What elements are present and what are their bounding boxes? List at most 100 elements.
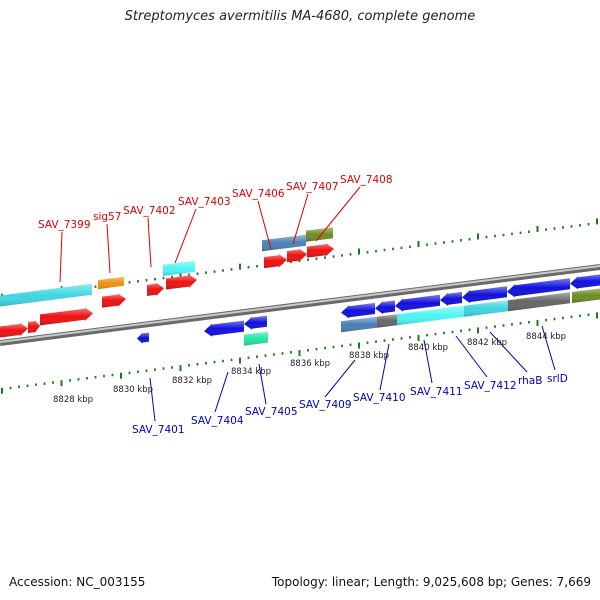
gene-arrow-sav-7406-shading — [264, 254, 287, 269]
gene-arrow-forward-shading — [40, 307, 93, 326]
feature-cyan-left — [0, 283, 92, 307]
gene-label-sav-7411[interactable]: SAV_7411 — [410, 386, 463, 398]
gene-arrow-sav-7412-shading — [462, 286, 507, 303]
scale-label: 8840 kbp — [408, 343, 448, 353]
feature-gray-reverse-2 — [508, 292, 570, 312]
feature-gray-reverse — [377, 314, 397, 328]
gene-arrow-sig57 — [102, 293, 126, 308]
feature-orange-sig57 — [98, 276, 124, 290]
label-leader-line — [147, 217, 152, 268]
label-leader-line — [59, 231, 63, 283]
gene-label-sav-7399[interactable]: SAV_7399 — [38, 219, 91, 231]
feature-cyan-reverse-2 — [464, 300, 508, 317]
gene-label-sav-7403[interactable]: SAV_7403 — [178, 196, 231, 208]
label-leader-line — [214, 371, 229, 413]
feature-olive-reverse — [572, 288, 600, 303]
gene-arrow-reverse-shading — [395, 294, 440, 312]
gene-arrow-reverse — [244, 315, 267, 330]
label-leader-line — [257, 200, 272, 250]
feature-steelblue-reverse — [341, 316, 377, 333]
feature-cyan-reverse-2-shading — [464, 300, 508, 317]
gene-features — [0, 227, 600, 346]
gene-arrow-sav-7411 — [440, 292, 462, 306]
scale-label: 8842 kbp — [467, 338, 507, 348]
gene-label-sav-7404[interactable]: SAV_7404 — [191, 415, 244, 427]
feature-steelblue-reverse-shading — [341, 316, 377, 333]
gene-label-srld[interactable]: srlD — [547, 373, 568, 385]
gene-arrow-sav-7408 — [307, 243, 334, 258]
feature-cyan-reverse — [397, 305, 464, 326]
gene-arrow-sav-7407 — [287, 248, 307, 263]
label-leader-line — [379, 343, 390, 391]
gene-arrow-forward — [0, 323, 28, 338]
scale-label: 8836 kbp — [290, 359, 330, 369]
feature-steelblue-sav-7406-shading — [262, 234, 306, 252]
scale-labels: 8828 kbp 8830 kbp 8832 kbp 8834 kbp 8836… — [53, 332, 566, 405]
gene-arrow-forward — [40, 307, 93, 326]
genome-title: Streptomyces avermitilis MA-4680, comple… — [124, 9, 476, 24]
label-leader-lines — [59, 186, 556, 422]
gene-arrow-sav-7411-shading — [440, 292, 462, 306]
gene-arrow-forward-shading — [28, 320, 40, 334]
label-leader-line — [174, 208, 197, 264]
gene-arrow-reverse-shading — [244, 315, 267, 330]
feature-steelblue-sav-7406 — [262, 234, 306, 252]
gene-arrow-sav-7407-shading — [287, 248, 307, 263]
gene-arrow-srld-shading — [570, 274, 600, 290]
feature-orange-sig57-shading — [98, 276, 124, 290]
genome-stats-label: Topology: linear; Length: 9,025,608 bp; … — [271, 575, 591, 589]
gene-label-sav-7408[interactable]: SAV_7408 — [340, 174, 393, 186]
gene-arrow-forward — [28, 320, 40, 334]
gene-arrow-sav-7410-shading — [375, 300, 395, 314]
lower-tick-row — [1, 312, 598, 394]
gene-arrow-sav-7409-shading — [341, 303, 375, 319]
gene-arrow-reverse — [395, 294, 440, 312]
reverse-gene-labels: SAV_7401 SAV_7404 SAV_7405 SAV_7409 SAV_… — [132, 373, 568, 436]
gene-arrow-forward-shading — [0, 323, 28, 338]
label-leader-line — [292, 193, 309, 245]
gene-arrow-sav-7408-shading — [307, 243, 334, 258]
gene-arrow-sav-7404 — [204, 320, 244, 337]
scale-label: 8828 kbp — [53, 395, 93, 405]
feature-gray-reverse-2-shading — [508, 292, 570, 312]
accession-label: Accession: NC_003155 — [9, 575, 146, 589]
gene-arrow-rhab — [507, 278, 570, 298]
gene-label-sav-7410[interactable]: SAV_7410 — [353, 392, 406, 404]
label-leader-line — [106, 223, 111, 274]
feature-cyan-sav-7403 — [163, 260, 195, 276]
feature-olive-sav-7407-shading — [306, 227, 333, 242]
label-leader-line — [541, 325, 556, 371]
label-leader-line — [489, 331, 528, 373]
gene-label-sav-7405[interactable]: SAV_7405 — [245, 406, 298, 418]
gene-label-sav-7407[interactable]: SAV_7407 — [286, 181, 339, 193]
feature-cyan-sav-7403-shading — [163, 260, 195, 276]
feature-mint-sav-7405 — [244, 331, 268, 346]
gene-label-sav-7402[interactable]: SAV_7402 — [123, 205, 176, 217]
gene-label-sav-7401[interactable]: SAV_7401 — [132, 424, 185, 436]
feature-olive-reverse-shading — [572, 288, 600, 303]
scale-label: 8830 kbp — [113, 385, 153, 395]
feature-mint-sav-7405-shading — [244, 331, 268, 346]
scale-label: 8844 kbp — [526, 332, 566, 342]
feature-cyan-left-shading — [0, 283, 92, 307]
feature-olive-sav-7407 — [306, 227, 333, 242]
scale-label: 8832 kbp — [172, 376, 212, 386]
gene-arrow-srld — [570, 274, 600, 290]
gene-label-sav-7406[interactable]: SAV_7406 — [232, 188, 285, 200]
label-leader-line — [315, 186, 361, 242]
gene-arrow-sav-7412 — [462, 286, 507, 303]
feature-gray-reverse-shading — [377, 314, 397, 328]
gene-arrow-sav-7401 — [137, 332, 149, 344]
scale-label: 8838 kbp — [349, 351, 389, 361]
gene-arrow-sav-7403-shading — [166, 274, 197, 290]
gene-arrow-sav-7410 — [375, 300, 395, 314]
gene-label-sav-7409[interactable]: SAV_7409 — [299, 399, 352, 411]
gene-arrow-sav-7404-shading — [204, 320, 244, 337]
label-leader-line — [324, 359, 356, 398]
gene-label-rhab[interactable]: rhaB — [518, 375, 542, 387]
gene-arrow-sav-7406 — [264, 254, 287, 269]
gene-label-sig57[interactable]: sig57 — [93, 211, 121, 223]
label-leader-line — [423, 339, 433, 384]
gene-label-sav-7412[interactable]: SAV_7412 — [464, 380, 517, 392]
